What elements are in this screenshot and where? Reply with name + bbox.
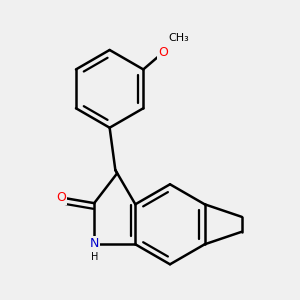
Text: N: N xyxy=(89,237,99,250)
Text: H: H xyxy=(91,252,98,262)
Text: O: O xyxy=(158,46,168,59)
Text: CH₃: CH₃ xyxy=(168,33,189,43)
Text: O: O xyxy=(56,191,66,204)
